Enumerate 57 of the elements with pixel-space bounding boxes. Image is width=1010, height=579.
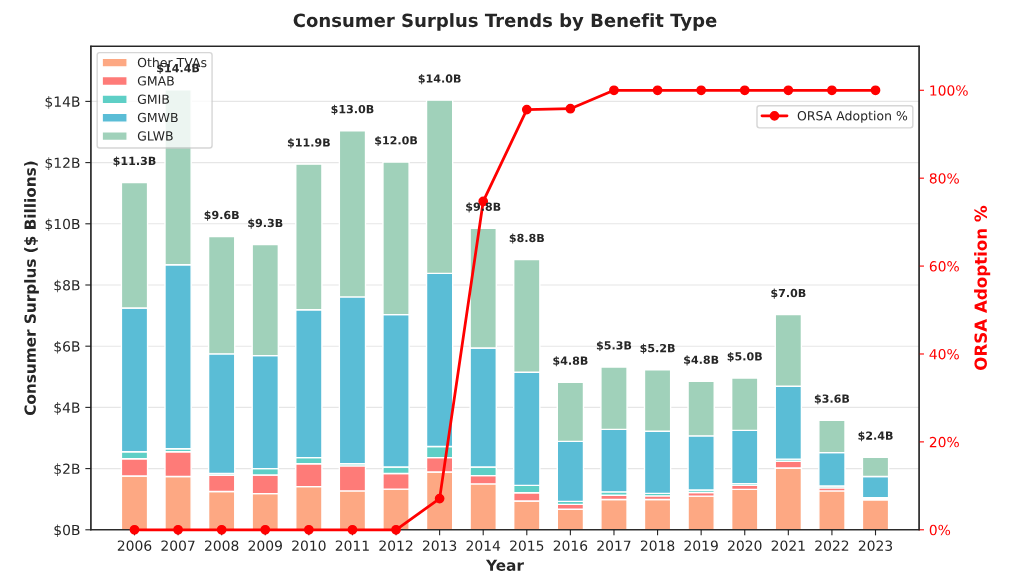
- x-tick-label: 2021: [771, 540, 805, 551]
- total-label: $4.8B: [684, 355, 719, 366]
- legend-label: GLWB: [137, 131, 173, 141]
- y2-axis-title: ORSA Adoption %: [974, 205, 991, 370]
- y2-tick-label: 20%: [929, 436, 959, 448]
- legend-label: GMIB: [137, 94, 169, 104]
- x-tick-label: 2013: [422, 540, 457, 551]
- y-tick-label: $0B: [54, 524, 80, 538]
- total-label: $7.0B: [771, 288, 806, 299]
- x-tick-label: 2019: [684, 540, 718, 551]
- total-label: $11.3B: [113, 156, 156, 167]
- total-label: $9.3B: [248, 218, 283, 229]
- total-label: $5.0B: [727, 351, 762, 363]
- y2-tick-label: 40%: [929, 348, 959, 360]
- y-tick-label: $14B: [45, 96, 80, 109]
- total-label: $3.6B: [814, 394, 850, 405]
- x-tick-label: 2014: [466, 540, 501, 551]
- total-label: $5.3B: [596, 340, 632, 352]
- x-tick-label: 2020: [728, 540, 762, 551]
- y2-tick-label: 100%: [930, 85, 968, 96]
- legend-label: GMWB: [137, 112, 178, 123]
- x-tick-label: 2017: [597, 540, 631, 551]
- x-tick-label: 2022: [815, 540, 849, 551]
- y2-tick-label: 60%: [929, 261, 959, 272]
- y-axis-title: Consumer Surplus ($ Billions): [24, 161, 39, 416]
- x-tick-label: 2011: [335, 540, 369, 551]
- x-tick-label: 2007: [161, 540, 195, 551]
- y-tick-label: $10B: [45, 218, 80, 232]
- chart-title: Consumer Surplus Trends by Benefit Type: [293, 13, 717, 31]
- total-label: $12.0B: [375, 135, 418, 147]
- total-label: $5.2B: [640, 343, 675, 354]
- x-tick-label: 2010: [292, 540, 326, 551]
- x-tick-label: 2016: [553, 540, 588, 551]
- x-axis-title: Year: [485, 559, 524, 572]
- y-tick-label: $2B: [54, 463, 80, 476]
- total-label: $13.0B: [331, 104, 374, 115]
- x-tick-label: 2012: [379, 540, 413, 551]
- x-tick-label: 2015: [510, 540, 544, 551]
- total-label: $4.8B: [553, 356, 588, 367]
- x-tick-label: 2006: [117, 540, 152, 551]
- total-label: $14.0B: [418, 74, 461, 85]
- total-label: $8.8B: [509, 233, 544, 244]
- x-tick-label: 2023: [858, 540, 893, 551]
- legend-label: GMAB: [137, 76, 174, 86]
- y2-tick-label: 80%: [929, 173, 959, 184]
- x-tick-label: 2018: [640, 540, 675, 551]
- y-tick-label: $12B: [45, 157, 80, 170]
- y-tick-label: $8B: [54, 279, 80, 293]
- total-label: $11.9B: [287, 138, 330, 149]
- y-tick-label: $4B: [54, 402, 80, 415]
- x-tick-label: 2009: [248, 540, 282, 551]
- legend-label: ORSA Adoption %: [797, 110, 908, 123]
- y-tick-label: $6B: [54, 340, 80, 354]
- x-tick-label: 2008: [205, 540, 239, 551]
- total-label: $9.6B: [204, 210, 239, 221]
- total-label: $2.4B: [858, 431, 893, 442]
- y2-tick-label: 0%: [929, 524, 951, 536]
